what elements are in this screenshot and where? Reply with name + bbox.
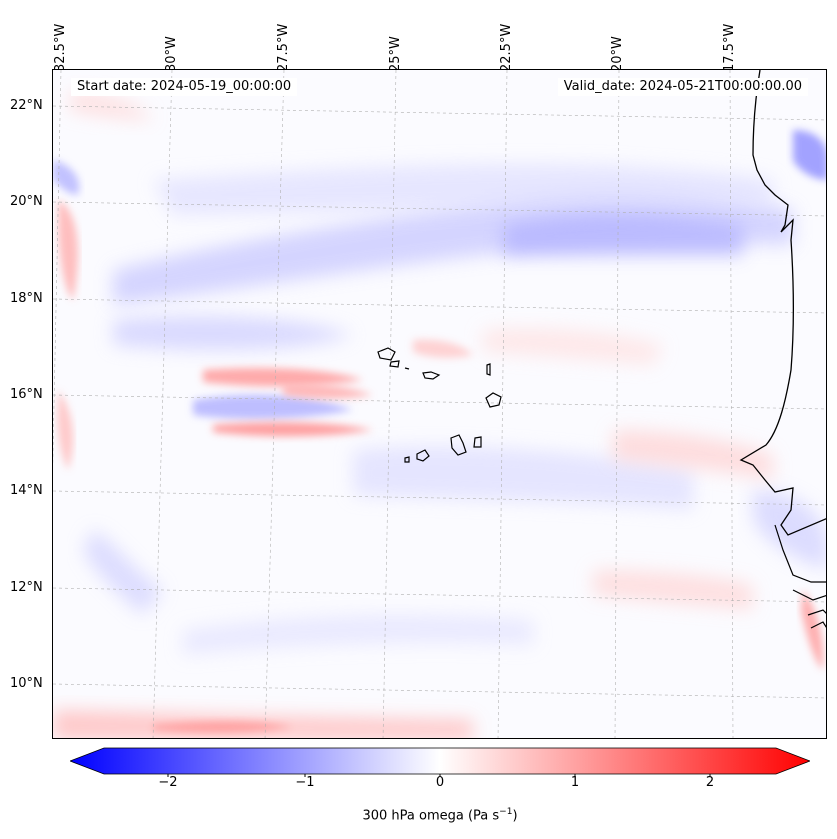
colorbar-tick-label-minus-1: −1: [295, 775, 315, 790]
colorbar-tick-label-minus-2: −2: [158, 775, 178, 790]
latitude-label-10n: 10°N: [10, 676, 43, 691]
island-sao-nicolau: [422, 371, 441, 380]
longitude-label-17-5w: 17.5°W: [722, 23, 737, 72]
latitude-label-22n: 22°N: [10, 98, 43, 113]
island-boa-vista: [485, 392, 502, 408]
map-panel: Start date: 2024-05-19_00:00:00 Valid_da…: [52, 69, 827, 739]
africa-coastline-south: [774, 524, 826, 629]
omega-field-map: [53, 70, 826, 738]
island-santa-luzia: [404, 367, 410, 370]
longitude-label-32-5w: 32.5°W: [53, 23, 68, 72]
start-date-label: Start date: 2024-05-19_00:00:00: [71, 78, 298, 96]
latitude-label-12n: 12°N: [10, 580, 43, 595]
cape-verde-islands: [377, 347, 502, 463]
africa-coastline: [739, 70, 826, 536]
latitude-label-16n: 16°N: [10, 387, 43, 402]
valid-date-label: Valid_date: 2024-05-21T00:00:00.00: [557, 78, 808, 96]
longitude-label-27-5w: 27.5°W: [276, 23, 291, 72]
island-santiago: [450, 434, 467, 456]
longitude-label-20w: 20°W: [610, 36, 625, 72]
island-sal: [486, 363, 491, 376]
island-maio: [473, 436, 482, 448]
colorbar-gradient: [68, 747, 812, 778]
colorbar: −2 −1 0 1 2 300 hPa omega (Pa s−1): [68, 745, 812, 835]
island-sao-vicente: [389, 360, 400, 368]
island-fogo: [416, 449, 430, 462]
longitude-label-22-5w: 22.5°W: [499, 23, 514, 72]
colorbar-tick-label-2: 2: [705, 775, 715, 790]
island-santo-antao: [377, 347, 396, 361]
colorbar-title: 300 hPa omega (Pa s−1): [362, 807, 518, 824]
colorbar-body: [68, 747, 812, 775]
island-brava: [404, 456, 410, 463]
map-gridlines: [53, 70, 826, 738]
longitude-label-25w: 25°W: [388, 36, 403, 72]
latitude-label-14n: 14°N: [10, 483, 43, 498]
colorbar-tick-label-1: 1: [570, 775, 580, 790]
longitude-label-30w: 30°W: [164, 36, 179, 72]
latitude-label-20n: 20°N: [10, 194, 43, 209]
colorbar-tick-label-0: 0: [435, 775, 445, 790]
latitude-label-18n: 18°N: [10, 291, 43, 306]
